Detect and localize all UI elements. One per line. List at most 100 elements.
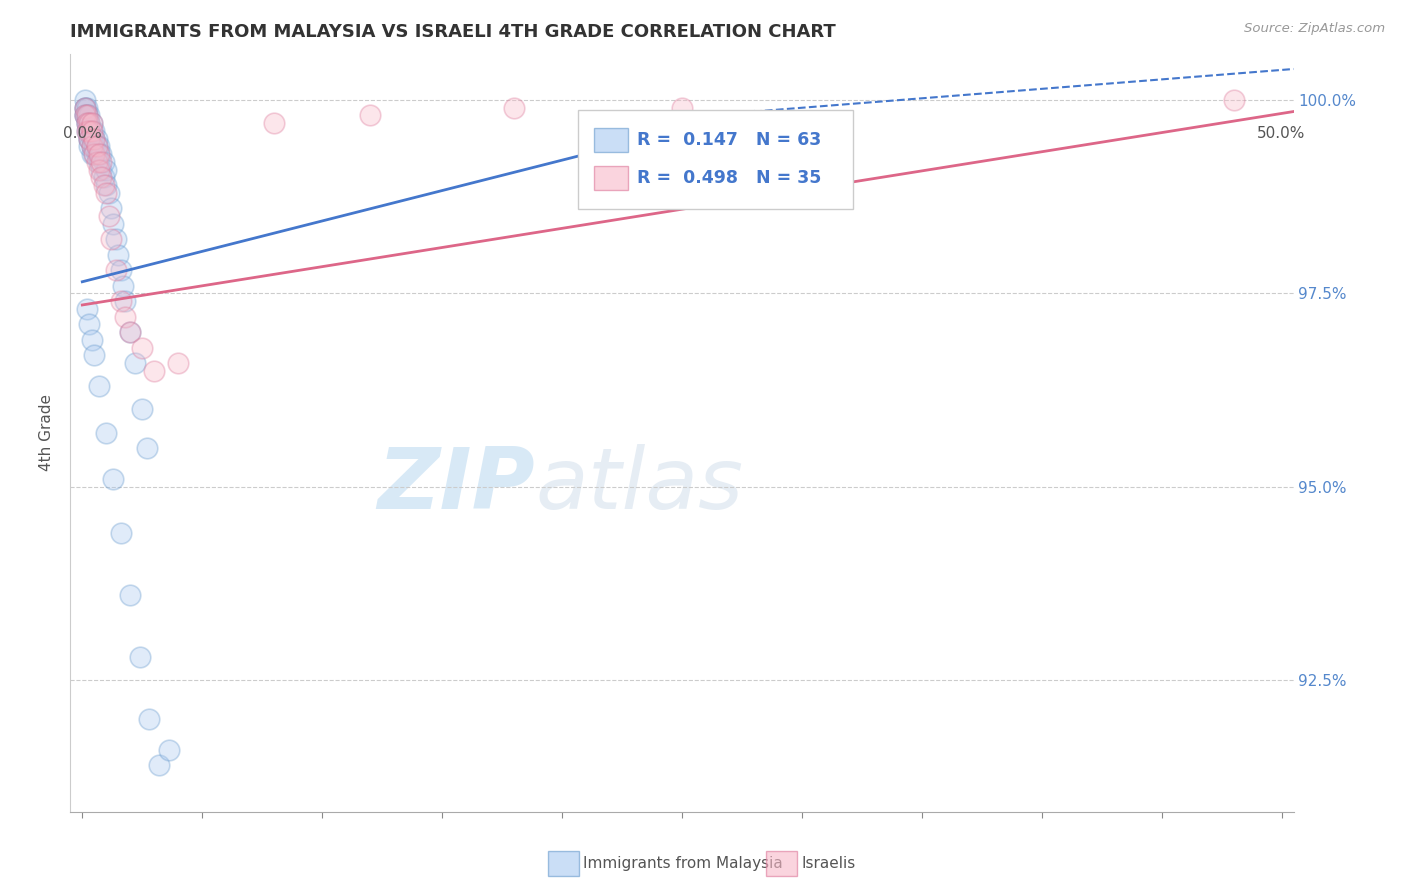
- Text: IMMIGRANTS FROM MALAYSIA VS ISRAELI 4TH GRADE CORRELATION CHART: IMMIGRANTS FROM MALAYSIA VS ISRAELI 4TH …: [70, 23, 837, 41]
- Point: [120, 325, 142, 339]
- Point: [1222, 93, 1244, 107]
- Point: [80, 124, 103, 138]
- Point: [110, 526, 132, 541]
- Point: [79, 116, 101, 130]
- Point: [79, 116, 101, 130]
- Point: [104, 232, 127, 246]
- Text: R =  0.147   N = 63: R = 0.147 N = 63: [637, 131, 821, 149]
- Point: [79, 318, 101, 332]
- Point: [90, 154, 112, 169]
- Y-axis label: 4th Grade: 4th Grade: [39, 394, 55, 471]
- Point: [73, 108, 96, 122]
- Point: [80, 124, 103, 138]
- Point: [87, 154, 110, 169]
- Point: [138, 712, 160, 726]
- Point: [73, 101, 96, 115]
- Point: [120, 325, 142, 339]
- Point: [73, 108, 96, 122]
- Point: [263, 116, 285, 130]
- Point: [93, 178, 115, 192]
- Point: [83, 131, 105, 145]
- Point: [73, 101, 96, 115]
- Point: [80, 139, 103, 153]
- Point: [131, 402, 153, 417]
- Point: [83, 348, 105, 362]
- Point: [96, 425, 118, 440]
- Bar: [593, 166, 628, 190]
- Point: [87, 379, 110, 393]
- Text: Israelis: Israelis: [801, 856, 856, 871]
- Point: [86, 154, 108, 169]
- Point: [97, 186, 120, 200]
- Point: [76, 108, 98, 122]
- Point: [104, 263, 127, 277]
- Point: [79, 124, 101, 138]
- Point: [76, 124, 98, 138]
- Point: [93, 154, 115, 169]
- Point: [103, 472, 125, 486]
- Point: [83, 124, 105, 138]
- Point: [83, 147, 105, 161]
- Point: [80, 131, 103, 145]
- Point: [167, 356, 190, 370]
- Point: [76, 124, 98, 138]
- Point: [110, 263, 132, 277]
- Point: [359, 108, 381, 122]
- Point: [124, 356, 146, 370]
- Point: [503, 101, 526, 115]
- Text: 50.0%: 50.0%: [1257, 126, 1306, 141]
- Point: [76, 116, 98, 130]
- Point: [136, 441, 159, 455]
- Point: [120, 588, 142, 602]
- Point: [79, 139, 101, 153]
- Point: [80, 116, 103, 130]
- Point: [86, 139, 108, 153]
- Point: [79, 131, 101, 145]
- Point: [76, 108, 98, 122]
- Point: [96, 162, 118, 177]
- Point: [73, 108, 96, 122]
- Point: [80, 139, 103, 153]
- Text: R =  0.498   N = 35: R = 0.498 N = 35: [637, 169, 821, 186]
- Point: [87, 147, 110, 161]
- Point: [76, 116, 98, 130]
- Point: [90, 162, 112, 177]
- Point: [96, 186, 118, 200]
- Point: [128, 650, 150, 665]
- Point: [79, 131, 101, 145]
- Point: [103, 217, 125, 231]
- Text: atlas: atlas: [536, 444, 744, 527]
- Point: [671, 101, 693, 115]
- Point: [143, 364, 166, 378]
- Point: [96, 178, 118, 192]
- Point: [80, 333, 103, 347]
- Point: [86, 139, 108, 153]
- Point: [100, 201, 122, 215]
- Point: [114, 310, 136, 324]
- Point: [79, 124, 101, 138]
- Text: Immigrants from Malaysia: Immigrants from Malaysia: [583, 856, 783, 871]
- Point: [87, 162, 110, 177]
- Point: [86, 131, 108, 145]
- Point: [110, 294, 132, 309]
- Bar: [593, 128, 628, 153]
- Point: [114, 294, 136, 309]
- Point: [87, 147, 110, 161]
- Point: [79, 108, 101, 122]
- Point: [131, 341, 153, 355]
- Point: [112, 278, 135, 293]
- Point: [76, 301, 98, 316]
- Text: ZIP: ZIP: [377, 444, 536, 527]
- Text: 0.0%: 0.0%: [63, 126, 101, 141]
- Point: [73, 93, 96, 107]
- Point: [76, 116, 98, 130]
- Point: [93, 170, 115, 185]
- FancyBboxPatch shape: [578, 111, 853, 209]
- Point: [100, 232, 122, 246]
- Point: [83, 131, 105, 145]
- Point: [87, 139, 110, 153]
- Point: [97, 209, 120, 223]
- Point: [79, 131, 101, 145]
- Point: [157, 743, 180, 757]
- Point: [76, 108, 98, 122]
